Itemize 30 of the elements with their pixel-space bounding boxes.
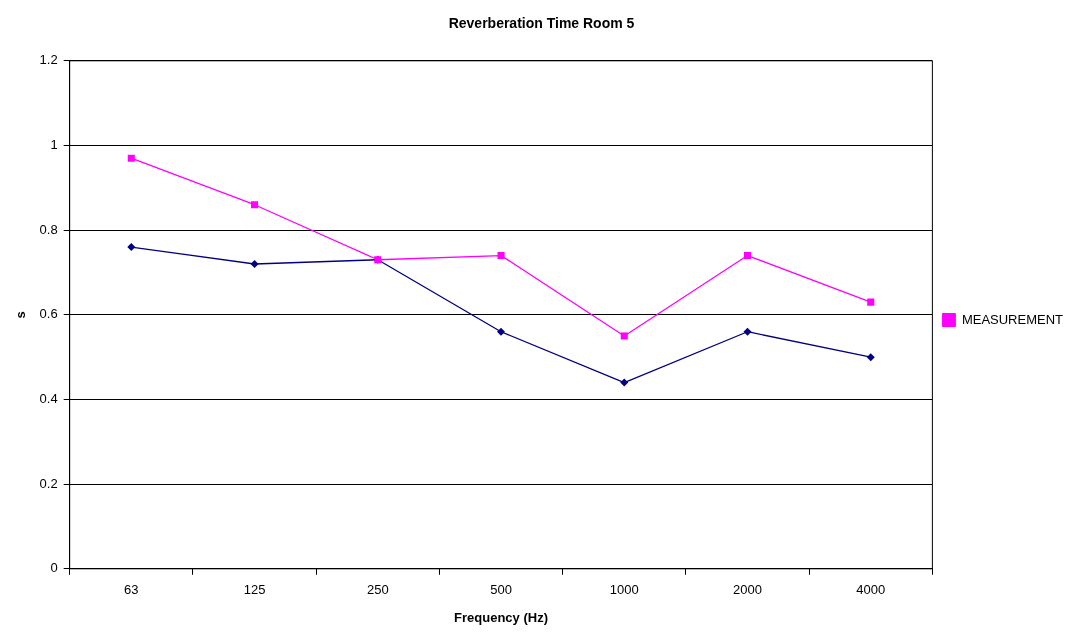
point	[127, 154, 135, 162]
point	[250, 260, 259, 268]
x-tick-label: 1000	[609, 582, 639, 598]
y-tick-label: 0.2	[39, 475, 58, 491]
y-tick-label: 0.4	[39, 391, 58, 407]
point	[743, 327, 752, 336]
y-axis-title: s	[13, 311, 29, 319]
point	[620, 378, 629, 387]
x-tick-label: 63	[124, 582, 139, 598]
y-tick-label: 1.2	[39, 52, 58, 68]
chart-title: Reverberation Time Room 5	[448, 15, 635, 32]
x-tick-label: 500	[490, 582, 512, 598]
point	[497, 252, 505, 260]
y-tick-label: 0.6	[39, 306, 58, 322]
point	[743, 252, 752, 260]
legend-label: MEASUREMENT	[961, 311, 1064, 327]
point	[866, 353, 875, 362]
y-tick-label: 1	[50, 137, 58, 153]
x-tick-label: 2000	[733, 582, 762, 598]
point	[497, 327, 506, 336]
x-tick-label: 4000	[856, 582, 886, 598]
point	[127, 243, 136, 252]
x-tick-label: 125	[243, 582, 266, 598]
point	[251, 201, 259, 209]
x-tick-label: 250	[366, 582, 389, 598]
x-axis-title: Frequency (Hz)	[454, 609, 548, 625]
y-tick-label: 0	[50, 560, 58, 576]
y-tick-label: 0.8	[39, 221, 58, 237]
point	[867, 298, 875, 306]
point	[620, 332, 628, 340]
